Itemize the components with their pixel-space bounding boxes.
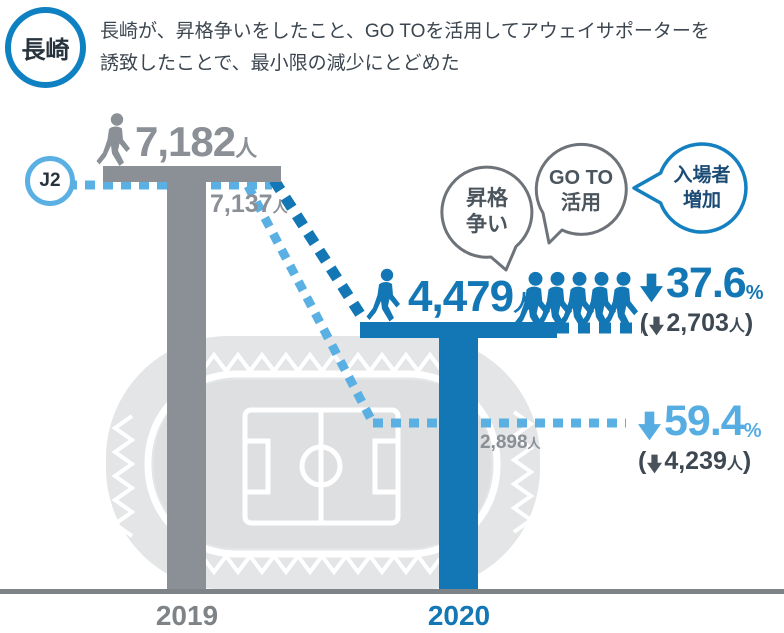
speech-bubble-promotion [440, 165, 534, 272]
stadium-truss-zigzag [111, 351, 535, 576]
bubble-goto-line1: GO TO [548, 167, 614, 189]
value-2019-league-number: 7,137 [210, 190, 273, 218]
person-suffix: 人 [726, 456, 743, 473]
header-description: 長崎が、昇格争いをしたこと、GO TOを活用してアウェイサポーターを 誘致したこ… [100, 16, 770, 80]
down-arrow-icon [649, 316, 665, 336]
person-suffix: 人 [235, 136, 257, 161]
team-drop-percent: 37.6 [666, 259, 747, 307]
j2-league-badge: J2 [25, 156, 75, 206]
bubble-attendance-line1: 入場者 [673, 165, 731, 186]
team-drop-percent-row: 37.6 % [640, 262, 764, 305]
paren-open: ( [640, 309, 649, 337]
bubble-promotion-line1: 昇格 [466, 187, 508, 210]
person-suffix: 人 [728, 318, 745, 335]
value-2019-team-number: 7,182 [135, 118, 236, 165]
down-arrow-icon [647, 454, 663, 474]
paren-close: ) [744, 309, 754, 337]
bubble-attendance-text: 入場者 増加 [657, 163, 747, 213]
stadium-illustration [106, 336, 540, 590]
league-drop-absolute: 4,239 [664, 447, 727, 475]
bar-2020 [360, 322, 557, 592]
value-2020-league-number: 2,898 [480, 432, 528, 453]
league-decline-diagonal [244, 183, 376, 424]
team-drop-absolute-row: ( 2,703 人 ) [640, 311, 764, 336]
bar-2019-column [167, 182, 206, 592]
league-drop-stat: 59.4 % ( 4,239 人 ) [638, 400, 762, 474]
header-line-1: 長崎が、昇格争いをしたこと、GO TOを活用してアウェイサポーターを [100, 21, 710, 42]
value-2019-team: 7,182 人 [135, 118, 257, 166]
speech-bubble-goto [534, 142, 628, 245]
league-drop-absolute-row: ( 4,239 人 ) [638, 449, 762, 474]
value-2020-team-number: 4,479 [408, 272, 514, 321]
person-suffix: 人 [527, 436, 541, 451]
paren-close: ) [742, 447, 752, 475]
bar-2019-cap [103, 166, 281, 182]
team-drop-absolute: 2,703 [666, 309, 729, 337]
bar-2020-column [439, 338, 478, 592]
team-drop-stat: 37.6 % ( 2,703 人 ) [640, 262, 764, 336]
league-average-dotted-line [67, 180, 626, 428]
bubble-promotion-text: 昇格 争い [447, 186, 527, 238]
bubble-promotion-line2: 争い [466, 213, 508, 236]
league-drop-percent: 59.4 [664, 397, 745, 445]
percent-suffix: % [745, 282, 764, 304]
value-2019-league: 7,137 人 [210, 190, 288, 219]
speech-bubble-attendance [632, 142, 748, 234]
bar-2020-cap [360, 322, 557, 338]
axis-label-2019: 2019 [155, 600, 219, 631]
person-icon-2020 [366, 268, 400, 322]
nagasaki-badge-label: 長崎 [21, 37, 70, 64]
bubble-attendance-line2: 増加 [682, 190, 721, 211]
person-icon-2019 [96, 113, 130, 166]
down-arrow-icon [640, 273, 663, 303]
person-suffix: 人 [513, 291, 535, 316]
down-arrow-icon [638, 411, 661, 441]
team-decline-diagonal [269, 177, 367, 320]
value-2020-team: 4,479 人 [408, 272, 535, 322]
nagasaki-badge: 長崎 [5, 7, 86, 88]
league-drop-percent-row: 59.4 % [638, 400, 762, 443]
paren-open: ( [638, 447, 647, 475]
percent-suffix: % [743, 420, 762, 442]
bubble-goto-text: GO TO 活用 [536, 166, 626, 216]
value-2020-league: 2,898 人 [480, 432, 541, 454]
bubble-goto-line2: 活用 [561, 192, 601, 214]
bar-2019 [103, 166, 281, 592]
axis-label-2020: 2020 [427, 600, 491, 631]
j2-league-label: J2 [39, 170, 61, 191]
person-suffix: 人 [272, 199, 288, 216]
x-axis-line [0, 589, 784, 594]
soccer-pitch-lines [242, 407, 401, 526]
header-line-2: 誘致したことで、最小限の減少にとどめた [100, 53, 460, 74]
